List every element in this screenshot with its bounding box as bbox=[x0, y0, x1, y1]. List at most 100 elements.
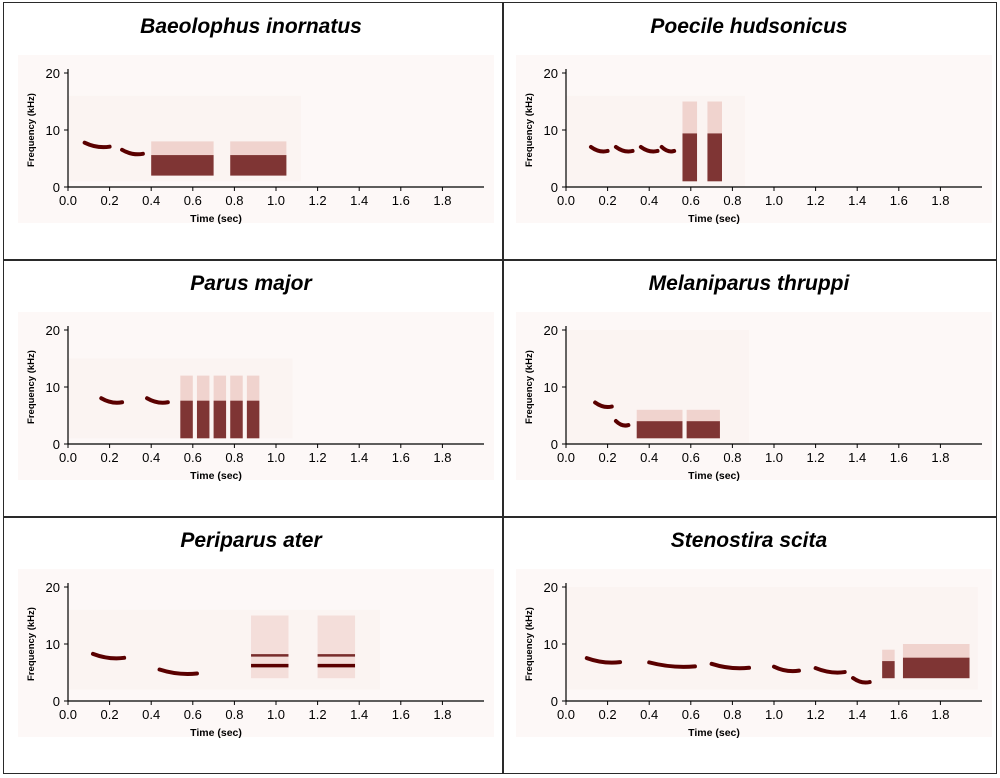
broadband-core bbox=[230, 400, 243, 439]
x-tick-label: 0.0 bbox=[59, 450, 77, 465]
tonal-note bbox=[813, 666, 847, 675]
x-tick-label: 1.0 bbox=[267, 193, 285, 208]
x-tick-label: 1.0 bbox=[765, 450, 783, 465]
chart-panel: Parus major 0.0 0.2 0.4 0.6 0.8 1.0 1.2 1.4 1.6 1… bbox=[4, 260, 498, 515]
tonal-note bbox=[90, 651, 127, 661]
harmonic-energy bbox=[251, 615, 289, 679]
y-tick-label: 10 bbox=[544, 380, 558, 395]
x-tick-label: 0.4 bbox=[640, 707, 658, 722]
harmonic-energy bbox=[317, 615, 356, 679]
x-tick-label: 1.6 bbox=[392, 707, 410, 722]
x-tick-label: 0.8 bbox=[225, 450, 243, 465]
broadband-core bbox=[682, 133, 698, 182]
broadband-core bbox=[196, 400, 210, 439]
x-tick-label: 0.6 bbox=[682, 707, 700, 722]
y-axis-label: Frequency (kHz) bbox=[26, 350, 37, 424]
x-tick-label: 0.4 bbox=[142, 707, 160, 722]
x-tick-label: 0.0 bbox=[557, 450, 575, 465]
y-axis-label: Frequency (kHz) bbox=[524, 93, 535, 167]
x-tick-label: 0.0 bbox=[59, 707, 77, 722]
broadband-core bbox=[213, 400, 227, 439]
x-axis-label: Time (sec) bbox=[190, 213, 242, 225]
spectrogram-plot: 0.0 0.2 0.4 0.6 0.8 1.0 1.2 1.4 1.6 1.8 0 10 20 Time … bbox=[18, 312, 494, 482]
y-tick-label: 10 bbox=[46, 123, 60, 138]
broadband-core bbox=[180, 400, 193, 439]
broadband-core bbox=[636, 421, 683, 439]
x-tick-label: 0.8 bbox=[225, 193, 243, 208]
y-tick-label: 0 bbox=[53, 694, 60, 709]
x-tick-label: 0.8 bbox=[723, 707, 741, 722]
x-axis-label: Time (sec) bbox=[190, 727, 242, 739]
x-tick-label: 1.6 bbox=[392, 450, 410, 465]
x-tick-label: 0.6 bbox=[184, 193, 202, 208]
broadband-core bbox=[707, 133, 722, 182]
y-tick-label: 0 bbox=[551, 180, 558, 195]
chart-title: Parus major bbox=[190, 272, 312, 295]
y-tick-label: 0 bbox=[53, 437, 60, 452]
x-tick-label: 1.4 bbox=[350, 707, 368, 722]
chart-title: Poecile hudsonicus bbox=[650, 15, 848, 38]
y-tick-label: 10 bbox=[46, 637, 60, 652]
spectrogram-plot: 0.0 0.2 0.4 0.6 0.8 1.0 1.2 1.4 1.6 1.8 0 10 20 Time … bbox=[18, 55, 494, 225]
x-tick-label: 1.8 bbox=[433, 450, 451, 465]
x-tick-label: 0.8 bbox=[723, 450, 741, 465]
chart-title: Baeolophus inornatus bbox=[140, 15, 362, 38]
spectrogram-plot: 0.0 0.2 0.4 0.6 0.8 1.0 1.2 1.4 1.6 1.8 0 10 20 Time … bbox=[516, 569, 992, 739]
y-tick-label: 20 bbox=[544, 580, 558, 595]
y-axis-label: Frequency (kHz) bbox=[524, 607, 535, 681]
x-axis-label: Time (sec) bbox=[190, 470, 242, 482]
tonal-note bbox=[709, 661, 752, 671]
tonal-note bbox=[659, 144, 677, 154]
x-tick-label: 1.2 bbox=[807, 707, 825, 722]
grid-divider-horizontal-2 bbox=[4, 516, 996, 518]
x-axis-label: Time (sec) bbox=[688, 470, 740, 482]
x-tick-label: 1.2 bbox=[309, 193, 327, 208]
chart-panel: Baeolophus inornatus 0.0 0.2 0.4 0.6 0.8 1.0 1… bbox=[4, 3, 498, 258]
chart-title: Melaniparus thruppi bbox=[648, 272, 850, 295]
broadband-core bbox=[902, 657, 970, 679]
x-tick-label: 1.4 bbox=[848, 450, 866, 465]
broadband-core bbox=[230, 155, 287, 176]
y-axis-label: Frequency (kHz) bbox=[524, 350, 535, 424]
tonal-note bbox=[851, 676, 872, 685]
grid-divider-vertical bbox=[502, 3, 504, 773]
tonal-note bbox=[647, 660, 697, 669]
grid-divider-horizontal-1 bbox=[4, 259, 996, 261]
x-tick-label: 0.8 bbox=[723, 193, 741, 208]
x-tick-label: 0.6 bbox=[184, 450, 202, 465]
tonal-note bbox=[99, 396, 125, 405]
y-tick-label: 20 bbox=[46, 580, 60, 595]
tonal-note bbox=[613, 144, 635, 154]
y-axis-label: Frequency (kHz) bbox=[26, 607, 37, 681]
x-tick-label: 1.8 bbox=[931, 450, 949, 465]
x-tick-label: 0.0 bbox=[557, 707, 575, 722]
y-tick-label: 20 bbox=[46, 323, 60, 338]
x-tick-label: 1.0 bbox=[765, 707, 783, 722]
x-tick-label: 0.2 bbox=[101, 450, 119, 465]
chart-panel: Melaniparus thruppi 0.0 0.2 0.4 0.6 0.8 1.0 1.… bbox=[502, 260, 996, 515]
x-tick-label: 1.2 bbox=[807, 450, 825, 465]
y-tick-label: 0 bbox=[53, 180, 60, 195]
chart-panel: Poecile hudsonicus 0.0 0.2 0.4 0.6 0.8 1.0 1.2… bbox=[502, 3, 996, 258]
x-tick-label: 0.2 bbox=[599, 193, 617, 208]
x-tick-label: 0.4 bbox=[142, 193, 160, 208]
x-tick-label: 1.6 bbox=[890, 707, 908, 722]
x-tick-label: 1.2 bbox=[309, 707, 327, 722]
chart-title: Periparus ater bbox=[180, 529, 322, 552]
x-tick-label: 1.8 bbox=[931, 193, 949, 208]
y-tick-label: 20 bbox=[544, 323, 558, 338]
y-tick-label: 10 bbox=[46, 380, 60, 395]
x-tick-label: 1.6 bbox=[890, 193, 908, 208]
spectrogram-plot: 0.0 0.2 0.4 0.6 0.8 1.0 1.2 1.4 1.6 1.8 0 10 20 Time … bbox=[18, 569, 494, 739]
x-axis-label: Time (sec) bbox=[688, 727, 740, 739]
spectrogram-plot: 0.0 0.2 0.4 0.6 0.8 1.0 1.2 1.4 1.6 1.8 0 10 20 Time … bbox=[516, 55, 992, 225]
x-tick-label: 1.6 bbox=[392, 193, 410, 208]
x-tick-label: 1.4 bbox=[848, 193, 866, 208]
x-tick-label: 1.4 bbox=[350, 450, 368, 465]
chart-panel: Stenostira scita 0.0 0.2 0.4 0.6 0.8 1.0 1.2 1.… bbox=[502, 517, 996, 772]
tonal-note bbox=[613, 419, 631, 428]
figure-grid: Baeolophus inornatus 0.0 0.2 0.4 0.6 0.8 1.0 1… bbox=[3, 2, 997, 774]
x-tick-label: 1.4 bbox=[848, 707, 866, 722]
spectrogram-plot: 0.0 0.2 0.4 0.6 0.8 1.0 1.2 1.4 1.6 1.8 0 10 20 Time … bbox=[516, 312, 992, 482]
tonal-note bbox=[120, 147, 145, 157]
